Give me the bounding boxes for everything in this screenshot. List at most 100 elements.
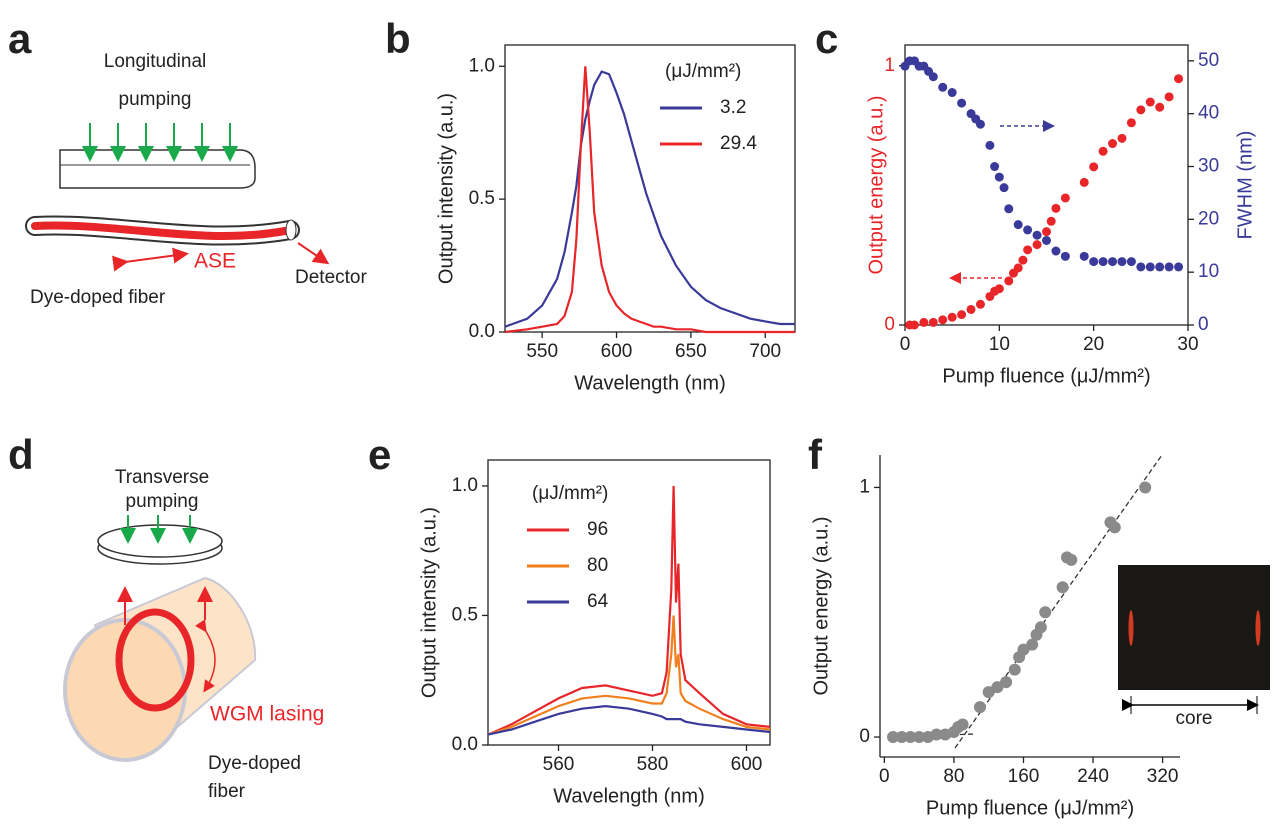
data-point	[1008, 663, 1021, 676]
wgm-ring	[115, 608, 195, 712]
data-point	[1013, 263, 1023, 273]
data-point	[1117, 133, 1127, 143]
wgm-label: WGM lasing	[210, 703, 324, 726]
data-point	[1079, 251, 1089, 261]
data-point	[1023, 225, 1033, 235]
data-point	[1060, 251, 1070, 261]
data-point	[938, 82, 948, 92]
data-point	[1145, 262, 1155, 272]
plot-frame	[487, 459, 771, 746]
pump-arrows	[120, 515, 198, 544]
legend-label: 64	[587, 591, 609, 612]
data-point	[1000, 676, 1013, 689]
data-point	[930, 728, 943, 741]
data-point	[947, 312, 957, 322]
data-point	[1089, 162, 1099, 172]
detector-label: Detector	[295, 267, 367, 288]
x-tick-label: 160	[1008, 766, 1040, 787]
y-tick-label: 0.5	[469, 188, 495, 209]
data-point	[957, 310, 967, 320]
data-point	[1174, 74, 1184, 84]
y-axis-label: Output energy (a.u.)	[810, 517, 832, 696]
data-point	[1034, 621, 1047, 634]
y-tick-label: 1.0	[452, 475, 478, 496]
data-point	[975, 119, 985, 129]
panel-label: e	[368, 431, 391, 478]
series-line	[487, 704, 771, 736]
diagram-d: Transverse pumping WGM lasing Dye-doped …	[63, 467, 324, 802]
data-point	[1032, 240, 1042, 250]
ase-arrow	[112, 247, 189, 272]
detector-arrow	[297, 242, 330, 265]
wgm-arrow	[195, 619, 216, 693]
data-point	[1089, 257, 1099, 267]
x-tick-label: 20	[1083, 334, 1104, 355]
x-axis-label: Wavelength (nm)	[574, 372, 726, 394]
data-point	[1026, 638, 1039, 651]
data-point	[913, 731, 926, 744]
data-point	[1051, 246, 1061, 256]
pump-arrows	[82, 123, 238, 162]
y2-tick-label: 0	[1198, 314, 1209, 335]
data-point	[994, 284, 1004, 294]
ase-label: ASE	[194, 250, 236, 273]
data-point	[887, 731, 900, 744]
panel-label: a	[8, 15, 32, 62]
data-point	[1117, 257, 1127, 267]
emission-arrows	[117, 586, 213, 625]
inset: core	[1118, 565, 1270, 730]
label-bg	[1172, 708, 1217, 730]
y-tick-label: 0.0	[469, 321, 495, 342]
data-point	[990, 162, 1000, 172]
data-point	[1018, 255, 1028, 265]
inset-image	[1118, 565, 1270, 690]
x-axis-label: Pump fluence (μJ/mm²)	[926, 797, 1134, 819]
y2-axis-label: FWHM (nm)	[1234, 131, 1256, 240]
fiber-label: Dye-doped fiber	[30, 287, 166, 308]
data-point	[999, 183, 1009, 193]
x-tick-label: 650	[675, 341, 707, 362]
data-point	[1039, 606, 1052, 619]
data-point	[1126, 118, 1136, 128]
legend-label: 80	[587, 555, 608, 576]
data-point	[1126, 257, 1136, 267]
data-point	[1079, 177, 1089, 187]
plot-frame	[504, 44, 796, 333]
data-point	[974, 701, 986, 714]
y2-tick-label: 20	[1198, 208, 1219, 229]
data-point	[1108, 521, 1121, 534]
legend-title: (μJ/mm²)	[532, 483, 608, 504]
data-point	[919, 317, 929, 327]
x-tick-label: 550	[526, 341, 558, 362]
data-point	[928, 72, 938, 82]
data-point	[975, 299, 985, 309]
y2-tick-label: 50	[1198, 50, 1219, 71]
data-point	[1051, 203, 1061, 213]
data-point	[1004, 276, 1014, 286]
fiber-label: fiber	[208, 781, 246, 802]
core-edge	[1255, 610, 1261, 646]
data-point	[938, 315, 948, 325]
series-line	[504, 66, 795, 334]
x-tick-label: 600	[601, 341, 633, 362]
data-point	[982, 686, 995, 699]
legend-title: (μJ/mm²)	[665, 61, 741, 82]
data-point	[1042, 227, 1051, 237]
y-tick-label: 0.0	[452, 734, 478, 755]
legend-label: 29.4	[720, 133, 757, 154]
data-point	[928, 317, 938, 327]
data-point	[909, 320, 919, 330]
pump-label: Longitudinal	[104, 51, 206, 72]
y-tick-label: 0.5	[452, 604, 478, 625]
data-point	[1023, 245, 1033, 255]
inset-label: core	[1176, 708, 1213, 729]
data-point	[1174, 262, 1184, 272]
data-point	[1098, 146, 1108, 156]
data-point	[904, 731, 917, 744]
core-edge	[1128, 610, 1134, 646]
data-point	[1164, 92, 1174, 102]
data-point	[1017, 643, 1030, 656]
data-point	[1013, 220, 1023, 230]
y2-tick-label: 30	[1198, 156, 1219, 177]
